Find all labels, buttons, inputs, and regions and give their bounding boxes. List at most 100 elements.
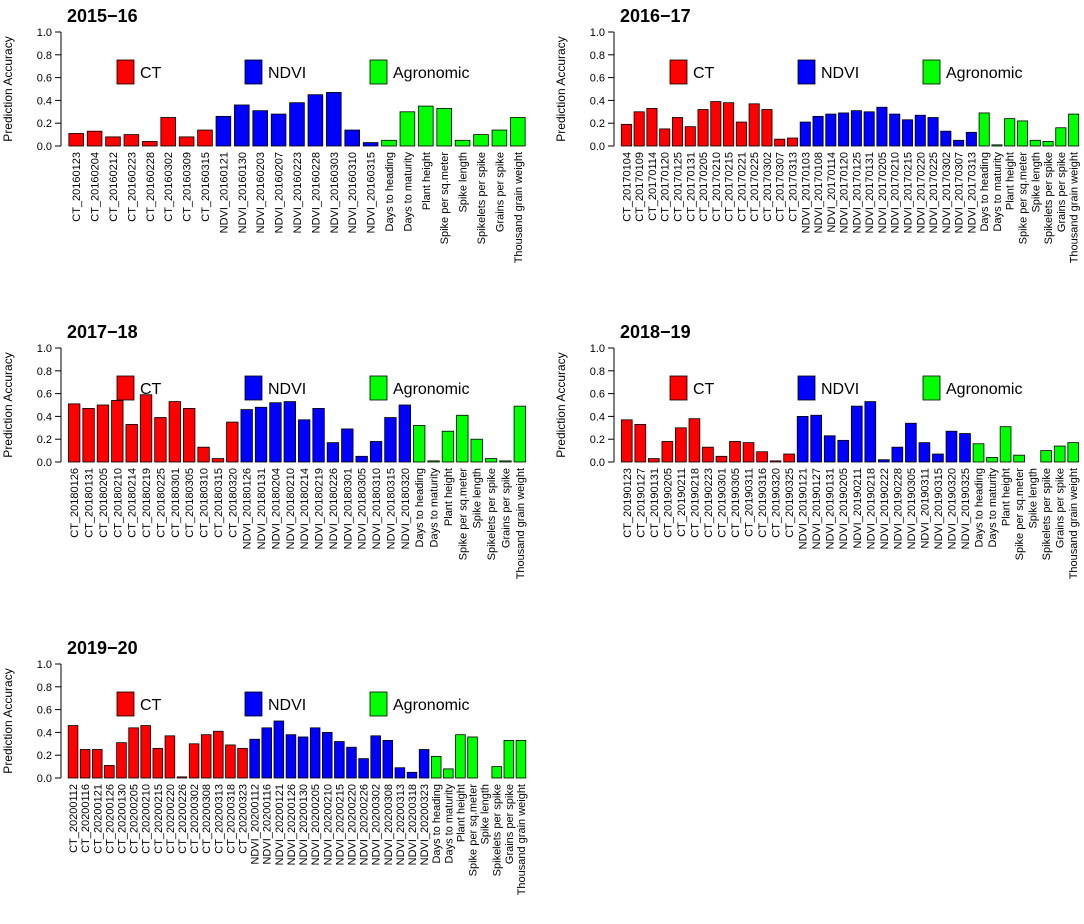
bar-ndvi (261, 727, 272, 779)
x-category-label: NDVI_20170205 (877, 152, 889, 233)
x-category-label: NDVI_20170125 (851, 152, 863, 233)
bar-ndvi (889, 113, 901, 147)
bar-ndvi (932, 453, 944, 463)
x-category-label: CT_20190211 (676, 468, 688, 537)
bar-ct (200, 734, 212, 779)
legend-label-agronomic: Agronomic (946, 65, 1022, 82)
bar-agronomic (454, 139, 471, 147)
x-category-label: NDVI_20170225 (928, 152, 940, 233)
x-category-label: Spike length (458, 152, 470, 213)
x-category-label: CT_20200226 (177, 784, 189, 854)
chart-panel-4: 2018−19 0.0 0.2 0.4 0.6 0.8 1.0 Prediction Accu… (554, 322, 1080, 579)
x-category-label: CT_20190320 (771, 468, 783, 538)
x-category-label: NDVI_20170215 (903, 152, 915, 233)
bar-agronomic (467, 736, 478, 779)
legend-swatch-agronomic (369, 691, 388, 717)
bar-ndvi (398, 404, 411, 463)
bar-agronomic (999, 426, 1012, 463)
bar-ndvi (810, 414, 822, 463)
legend-label-ct: CT (140, 65, 162, 82)
x-category-label: CT_20160302 (163, 152, 175, 222)
x-category-label: CT_20160212 (108, 152, 120, 222)
x-category-label: CT_20170104 (621, 152, 633, 222)
y-tick-label: 0.2 (37, 118, 52, 130)
x-category-label: NDVI_20200308 (383, 784, 395, 865)
bar-agronomic (491, 766, 502, 779)
bar-ct (659, 128, 671, 147)
legend-label-agronomic: Agronomic (393, 65, 469, 82)
bar-ct (152, 747, 164, 779)
bar-agronomic (443, 768, 454, 779)
x-category-label: CT_20200308 (201, 784, 213, 854)
x-category-label: NDVI_20180126 (242, 468, 254, 549)
legend-label-ct: CT (140, 697, 162, 714)
x-category-label: NDVI_20200215 (334, 784, 346, 865)
bar-agronomic (484, 458, 498, 463)
bar-ndvi (322, 732, 333, 779)
bar-ndvi (307, 94, 324, 147)
bar-ct (128, 727, 139, 779)
y-tick-label: 1.0 (590, 343, 605, 355)
bar-agronomic (1029, 139, 1041, 147)
bar-ndvi (289, 102, 305, 147)
legend-label-ndvi: NDVI (821, 381, 859, 398)
bar-agronomic (441, 430, 455, 463)
x-category-label: CT_20200323 (238, 784, 250, 854)
y-tick-label: 1.0 (37, 27, 52, 39)
x-category-label: Grains per spike (1055, 468, 1067, 548)
x-category-label: NDVI_20180214 (299, 468, 311, 549)
x-category-label: CT_20200112 (68, 784, 80, 853)
bar-ndvi (362, 142, 379, 147)
x-category-label: NDVI_20200112 (250, 784, 262, 865)
legend-swatch-ct (116, 691, 135, 717)
bar-ct (197, 129, 213, 147)
legend-swatch-agronomic (369, 375, 388, 401)
x-category-label: Thousand grain weight (1068, 468, 1080, 579)
y-tick-label: 0.6 (590, 389, 605, 401)
bar-ndvi (254, 406, 268, 463)
bar-ct (715, 455, 728, 463)
bar-ct (178, 136, 195, 147)
x-category-label: Spikelets per spike (1041, 468, 1053, 560)
y-tick-label: 0.0 (590, 141, 605, 153)
bar-ct (671, 117, 684, 147)
x-category-label: Days to maturity (429, 468, 441, 548)
x-category-label: CT_20190311 (744, 468, 756, 537)
bar-ndvi (283, 401, 296, 463)
y-tick-label: 0.8 (37, 366, 52, 378)
bar-agronomic (510, 117, 526, 147)
bar-agronomic (1040, 450, 1052, 463)
bar-ndvi (812, 115, 824, 147)
x-category-label: Days to maturity (443, 784, 455, 864)
bar-ct (67, 725, 79, 779)
bar-ct (237, 747, 248, 779)
bar-ndvi (796, 415, 809, 463)
x-category-label: NDVI_20160310 (347, 152, 359, 233)
x-category-label: NDVI_20180301 (342, 468, 354, 549)
bar-agronomic (1068, 113, 1080, 147)
bar-ndvi (326, 442, 340, 463)
x-category-label: NDVI_20180131 (256, 468, 268, 549)
bar-ct (183, 408, 196, 463)
legend-swatch-agronomic (922, 59, 941, 85)
x-category-label: NDVI_20200220 (346, 784, 358, 865)
x-category-label: Grains per spike (1056, 152, 1068, 232)
bar-ct (176, 776, 188, 779)
legend-swatch-ct (116, 59, 135, 85)
bar-ndvi (418, 749, 430, 779)
x-category-label: CT_20200220 (165, 784, 177, 854)
bar-agronomic (473, 134, 489, 147)
x-category-label: Days to heading (414, 468, 426, 548)
x-category-label: CT_20160123 (71, 152, 83, 222)
y-tick-label: 0.6 (590, 73, 605, 85)
bar-ct (769, 460, 782, 463)
bar-ndvi (355, 455, 368, 463)
x-category-label: NDVI_20160121 (218, 152, 230, 233)
bar-ndvi (876, 106, 888, 147)
x-category-label: Spike length (1028, 468, 1040, 529)
bar-ct (160, 117, 176, 147)
bar-ndvi (370, 735, 381, 779)
bar-ndvi (252, 110, 268, 147)
bar-agronomic (427, 460, 440, 463)
y-tick-label: 0.8 (590, 366, 605, 378)
